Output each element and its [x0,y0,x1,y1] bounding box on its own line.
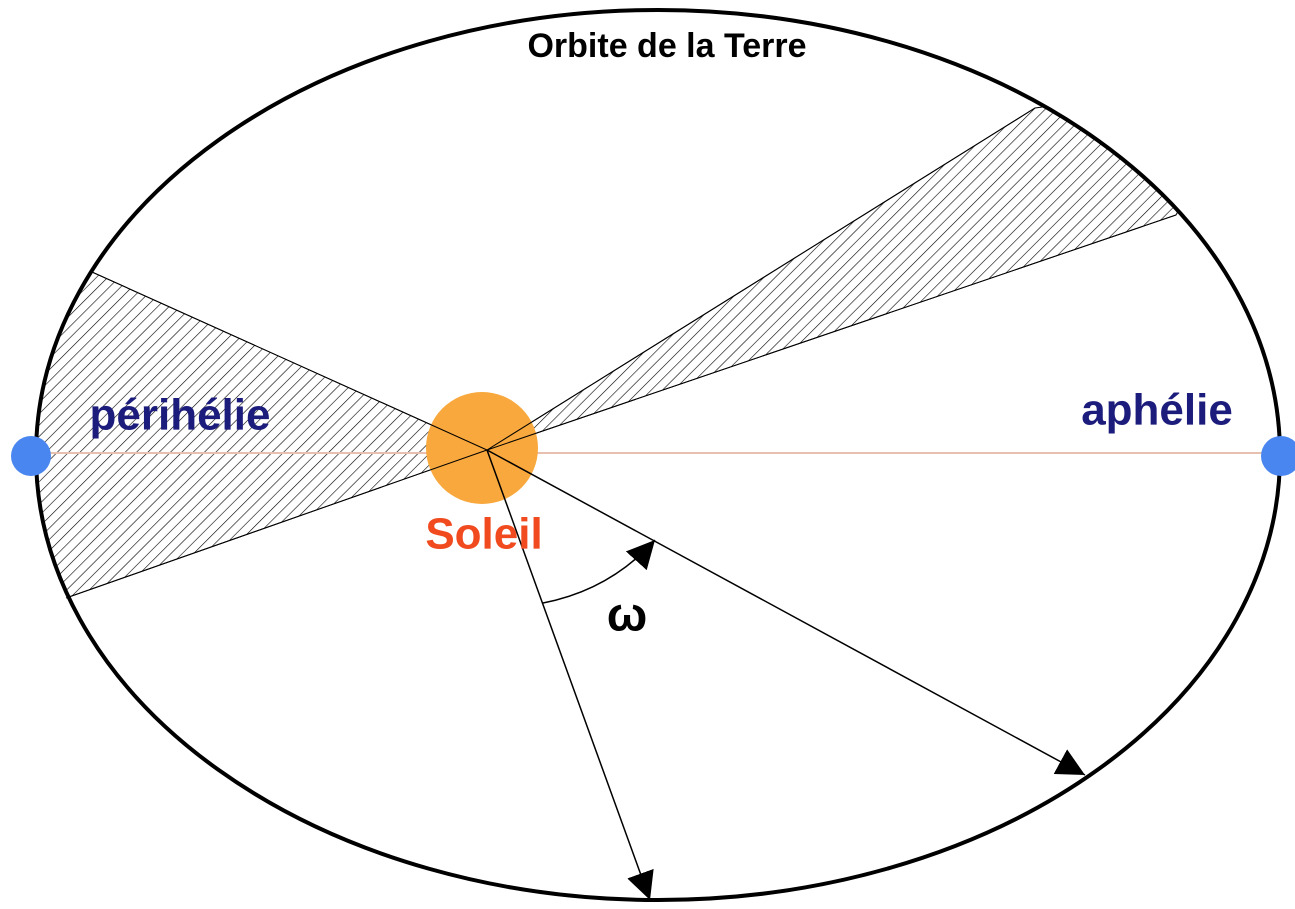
hatched-sectors [36,79,1251,621]
sun-label: Soleil [425,510,542,559]
arrow [486,449,1086,776]
aphelion-label: aphélie [1081,386,1233,435]
sector-edge [486,107,1177,451]
sector-edge [65,271,488,599]
perihelion-sector [36,271,489,621]
perihelion-point [11,436,51,476]
aphelion-point [1261,436,1295,476]
angle-arc [542,539,656,604]
angle-label: ω [607,589,648,642]
arrow [486,449,654,901]
title: Orbite de la Terre [527,27,806,65]
perihelion-label: périhélie [90,391,271,440]
